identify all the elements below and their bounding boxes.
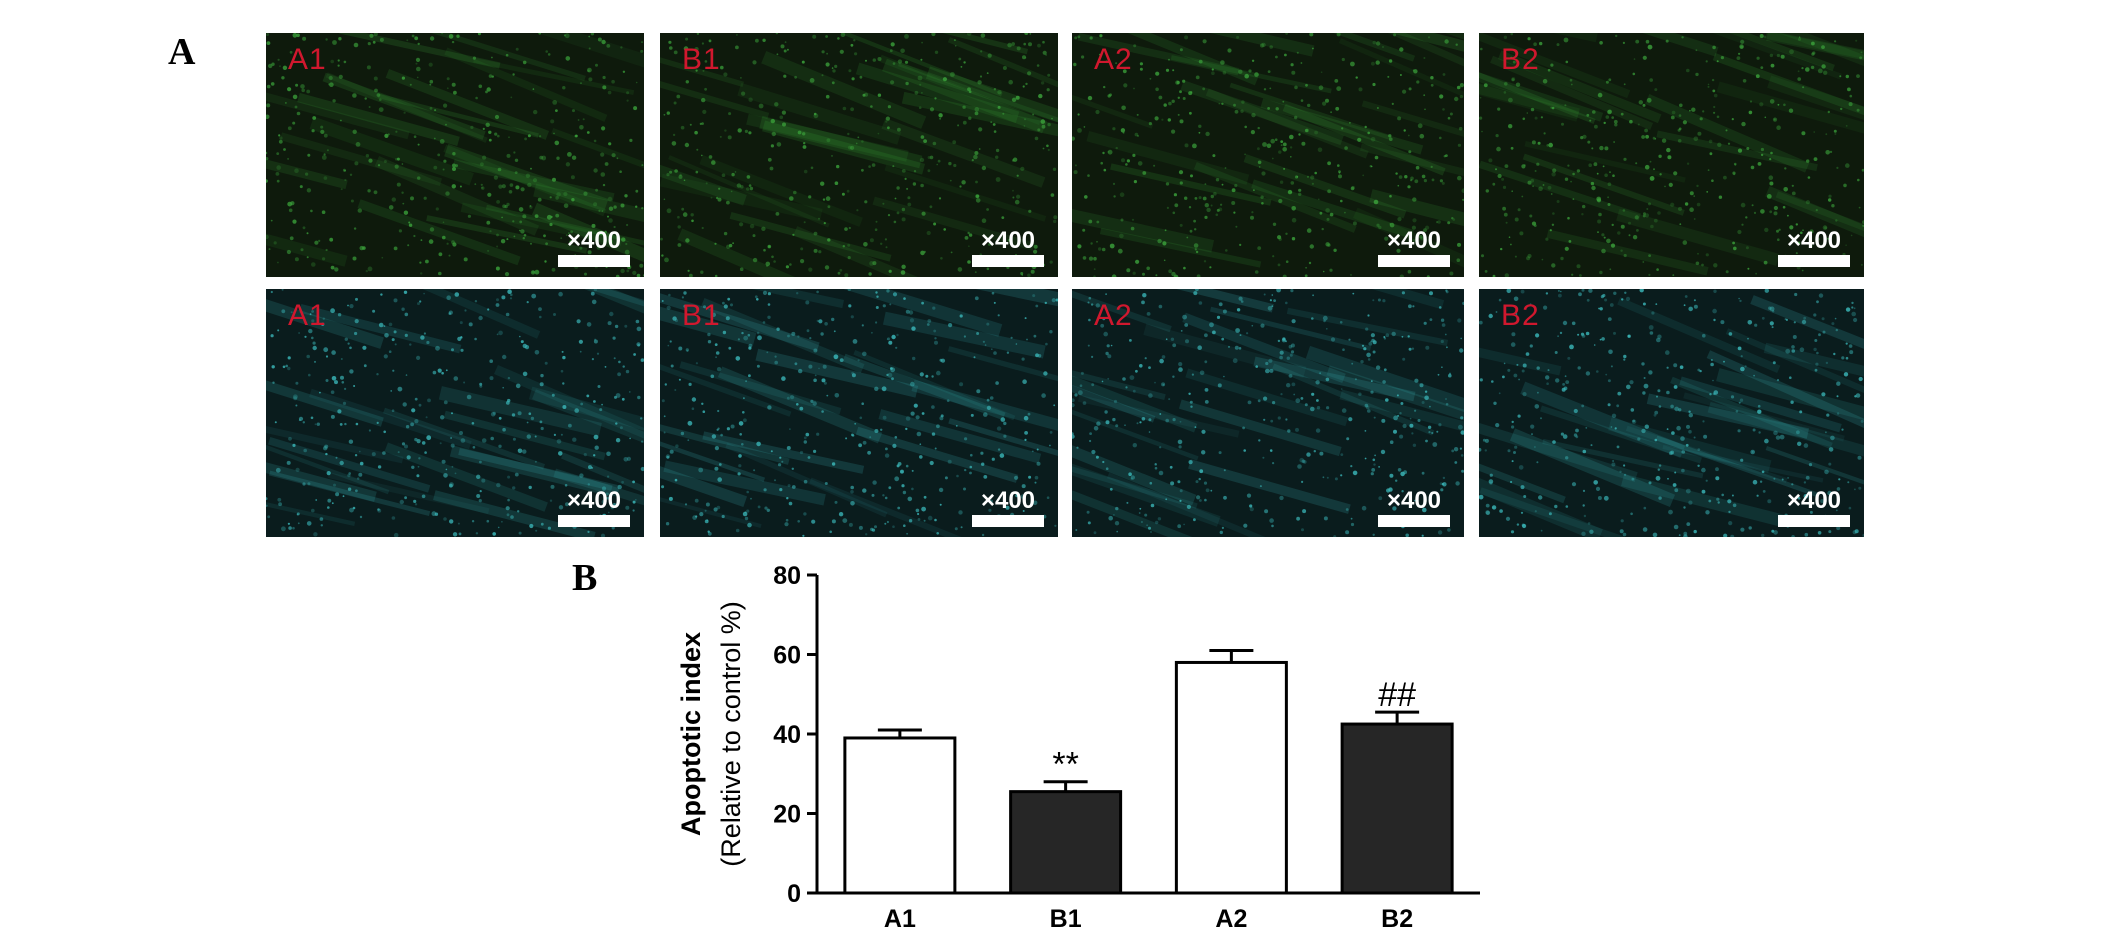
tissue-texture xyxy=(1072,289,1464,537)
magnification-label: ×400 xyxy=(566,487,622,514)
tissue-texture xyxy=(1072,33,1464,277)
micrograph-cyan-b2: B2 ×400 xyxy=(1479,289,1864,537)
micrograph-green-b1: B1 ×400 xyxy=(660,33,1058,277)
micrograph-label: B1 xyxy=(682,43,721,76)
scale-bar: ×400 xyxy=(558,489,630,527)
bar-b1 xyxy=(1009,790,1123,895)
micrograph-label: A1 xyxy=(288,43,327,76)
scale-bar-line xyxy=(1778,255,1850,267)
magnification-label: ×400 xyxy=(566,227,622,254)
magnification-label: ×400 xyxy=(1786,487,1842,514)
micrograph-label: A1 xyxy=(288,299,327,332)
tissue-texture xyxy=(266,289,644,537)
scale-bar-line xyxy=(558,515,630,527)
significance-marker: ** xyxy=(1052,746,1078,784)
panel-a-label: A xyxy=(168,31,196,73)
bar-b2 xyxy=(1340,722,1454,895)
y-tick-label: 60 xyxy=(773,642,801,670)
bar-a1 xyxy=(843,736,957,895)
x-tick-label: A1 xyxy=(884,905,916,933)
scale-bar-line xyxy=(972,515,1044,527)
micrograph-label: B2 xyxy=(1501,43,1540,76)
scale-bar: ×400 xyxy=(972,489,1044,527)
scale-bar: ×400 xyxy=(558,229,630,267)
micrograph-cyan-b1: B1 ×400 xyxy=(660,289,1058,537)
micrograph-green-a2: A2 ×400 xyxy=(1072,33,1464,277)
micrograph-green-a1: A1 ×400 xyxy=(266,33,644,277)
micrograph-label: B1 xyxy=(682,299,721,332)
x-tick-label: B1 xyxy=(1050,905,1082,933)
tissue-texture xyxy=(660,289,1058,537)
tissue-texture xyxy=(266,33,644,277)
tissue-texture xyxy=(1479,289,1864,537)
micrograph-green-b2: B2 ×400 xyxy=(1479,33,1864,277)
tissue-texture xyxy=(1479,33,1864,277)
magnification-label: ×400 xyxy=(1386,487,1442,514)
scale-bar-line xyxy=(1378,255,1450,267)
scale-bar-line xyxy=(1378,515,1450,527)
significance-marker: ## xyxy=(1378,676,1416,714)
scale-bar: ×400 xyxy=(1378,229,1450,267)
micrograph-cyan-a1: A1 ×400 xyxy=(266,289,644,537)
y-axis-label-2: (Relative to control %) xyxy=(716,601,746,867)
scale-bar-line xyxy=(558,255,630,267)
y-tick-label: 40 xyxy=(773,721,801,749)
apoptotic-index-chart: 0 20 40 60 80 Apoptotic index (Relative to con… xyxy=(676,562,1480,933)
tissue-texture xyxy=(660,33,1058,277)
magnification-label: ×400 xyxy=(980,487,1036,514)
scale-bar: ×400 xyxy=(1778,229,1850,267)
bar-a2 xyxy=(1174,660,1288,895)
scale-bar-line xyxy=(1778,515,1850,527)
micrograph-label: A2 xyxy=(1094,299,1133,332)
y-tick-label: 20 xyxy=(773,801,801,829)
scale-bar: ×400 xyxy=(1378,489,1450,527)
micrograph-cyan-a2: A2 ×400 xyxy=(1072,289,1464,537)
y-tick-label: 80 xyxy=(773,562,801,590)
magnification-label: ×400 xyxy=(1386,227,1442,254)
micrograph-label: A2 xyxy=(1094,43,1133,76)
scale-bar: ×400 xyxy=(972,229,1044,267)
y-tick-label: 0 xyxy=(787,880,801,908)
scale-bar-line xyxy=(972,255,1044,267)
micrograph-label: B2 xyxy=(1501,299,1540,332)
magnification-label: ×400 xyxy=(1786,227,1842,254)
magnification-label: ×400 xyxy=(980,227,1036,254)
panel-b-label: B xyxy=(572,557,598,599)
x-tick-label: B2 xyxy=(1381,905,1413,933)
scale-bar: ×400 xyxy=(1778,489,1850,527)
y-axis-label: Apoptotic index xyxy=(676,632,706,836)
x-tick-label: A2 xyxy=(1215,905,1247,933)
